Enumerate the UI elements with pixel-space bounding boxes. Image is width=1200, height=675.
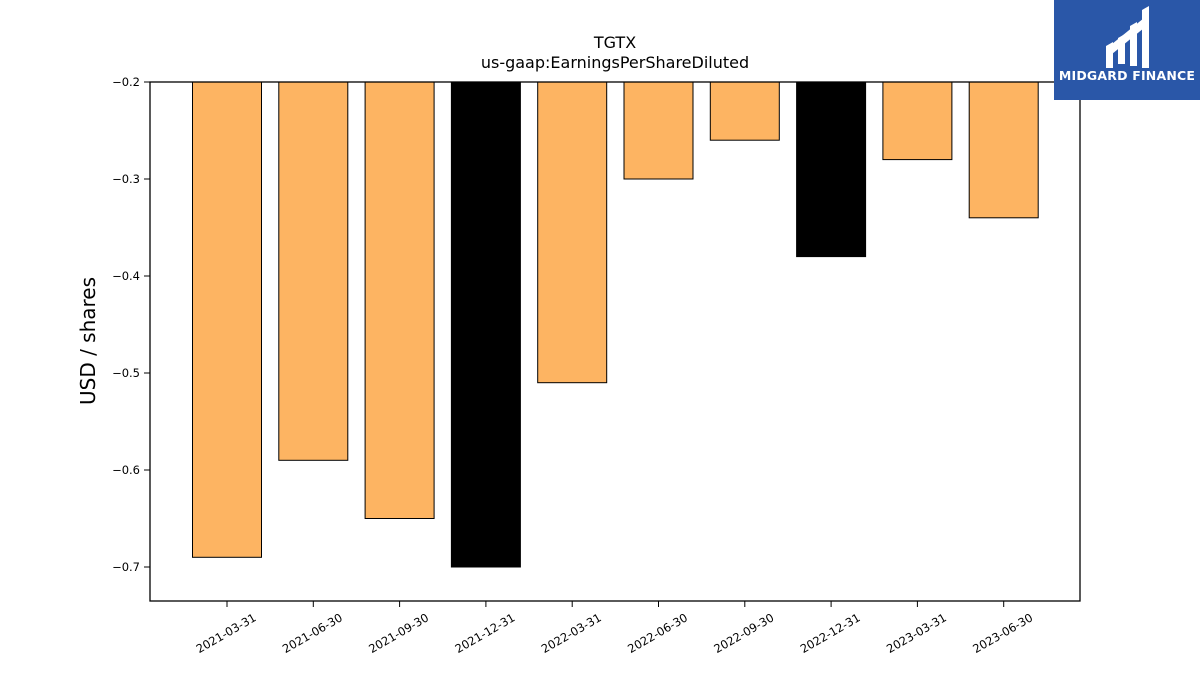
y-tick-label: −0.2 xyxy=(112,75,140,89)
y-tick-label: −0.3 xyxy=(112,172,140,186)
x-tick-label: 2021-06-30 xyxy=(280,610,345,656)
x-tick-label: 2022-06-30 xyxy=(625,610,690,656)
bar-2021-03-31 xyxy=(192,81,262,558)
bars-group xyxy=(192,81,1039,568)
bar-2023-06-30 xyxy=(968,81,1039,219)
bar-2022-06-30 xyxy=(623,81,694,180)
bar-2023-03-31 xyxy=(882,81,953,161)
x-tick-label: 2022-12-31 xyxy=(798,610,863,656)
bar-2022-03-31 xyxy=(537,81,608,384)
y-tick-label: −0.4 xyxy=(112,269,140,283)
bar-2021-12-31 xyxy=(450,81,521,568)
x-tick-label: 2023-06-30 xyxy=(970,610,1035,656)
bar-2021-06-30 xyxy=(278,81,349,461)
y-ticks-group: −0.2 −0.3 −0.4 −0.5 −0.6 −0.7 xyxy=(112,75,150,574)
bar-2021-09-30 xyxy=(364,81,435,519)
x-tick-label: 2022-09-30 xyxy=(711,610,776,656)
logo-text: MIDGARD FINANCE xyxy=(1058,68,1196,83)
logo-mark-icon xyxy=(1106,6,1149,68)
bar-2022-12-31 xyxy=(796,81,867,258)
x-tick-label: 2023-03-31 xyxy=(884,610,949,656)
y-tick-label: −0.5 xyxy=(112,366,140,380)
plot-frame xyxy=(149,81,1081,602)
chart-title: TGTX xyxy=(593,33,636,52)
y-tick-label: −0.7 xyxy=(112,560,140,574)
y-tick-label: −0.6 xyxy=(112,463,140,477)
chart-subtitle: us-gaap:EarningsPerShareDiluted xyxy=(481,53,749,72)
x-ticks-group: 2021-03-31 2021-06-30 2021-09-30 2021-12-31… xyxy=(194,601,1035,656)
bar-2022-09-30 xyxy=(709,81,780,141)
x-tick-label: 2021-09-30 xyxy=(366,610,431,656)
y-axis-label: USD / shares xyxy=(76,277,100,405)
x-tick-label: 2021-03-31 xyxy=(194,610,259,656)
midgard-finance-logo: MIDGARD FINANCE xyxy=(1054,0,1200,100)
x-tick-label: 2022-03-31 xyxy=(539,610,604,656)
x-tick-label: 2021-12-31 xyxy=(453,610,518,656)
